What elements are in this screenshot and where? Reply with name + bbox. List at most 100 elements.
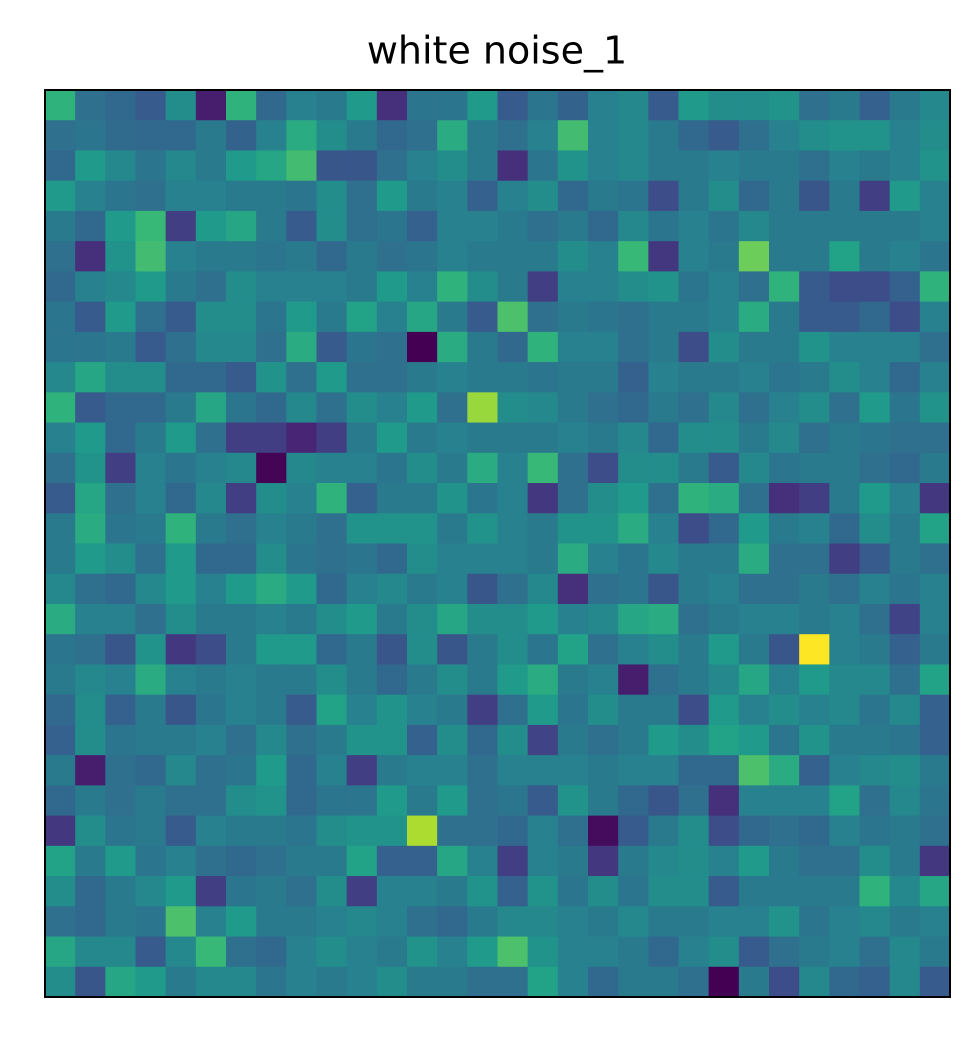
- heatmap-cell: [859, 513, 891, 545]
- heatmap-cell: [467, 150, 499, 182]
- heatmap-cell: [437, 906, 468, 938]
- heatmap-cell: [346, 422, 378, 454]
- heatmap-cell: [708, 634, 740, 666]
- heatmap-cell: [648, 694, 680, 726]
- heatmap-cell: [497, 906, 529, 938]
- heatmap-cell: [738, 724, 770, 756]
- heatmap-cell: [527, 362, 559, 393]
- heatmap-cell: [195, 180, 227, 212]
- heatmap-cell: [45, 513, 76, 545]
- heatmap-cell: [889, 513, 921, 545]
- heatmap-cell: [708, 815, 740, 847]
- heatmap-cell: [105, 664, 137, 696]
- heatmap-cell: [437, 362, 468, 393]
- heatmap-cell: [316, 483, 348, 514]
- heatmap-cell: [346, 362, 378, 393]
- heatmap-cell: [45, 180, 76, 212]
- heatmap-cell: [346, 331, 378, 363]
- heatmap-cell: [769, 543, 800, 575]
- heatmap-cell: [407, 271, 438, 303]
- heatmap-cell: [618, 906, 649, 938]
- heatmap-cell: [799, 392, 830, 424]
- heatmap-cell: [708, 90, 740, 121]
- heatmap-cell: [105, 724, 137, 756]
- heatmap-cell: [467, 392, 499, 424]
- heatmap-cell: [708, 936, 740, 968]
- heatmap-cell: [708, 271, 740, 303]
- heatmap-cell: [226, 301, 257, 333]
- heatmap-cell: [799, 936, 830, 968]
- heatmap-cell: [799, 543, 830, 575]
- heatmap-cell: [256, 513, 287, 545]
- heatmap-cell: [286, 755, 318, 786]
- heatmap-cell: [889, 876, 921, 907]
- heatmap-cell: [889, 150, 921, 182]
- heatmap-cell: [75, 785, 106, 817]
- heatmap-cell: [135, 815, 167, 847]
- heatmap-cell: [105, 785, 137, 817]
- heatmap-cell: [346, 634, 378, 666]
- heatmap-cell: [738, 966, 770, 998]
- heatmap-cell: [105, 966, 137, 998]
- heatmap-cell: [708, 150, 740, 182]
- heatmap-cell: [165, 483, 197, 514]
- heatmap-cell: [75, 150, 106, 182]
- heatmap-cell: [467, 845, 499, 877]
- heatmap-cell: [437, 513, 468, 545]
- heatmap-cell: [376, 573, 408, 605]
- heatmap-cell: [195, 241, 227, 272]
- heatmap-cell: [889, 271, 921, 303]
- heatmap-cell: [678, 301, 710, 333]
- heatmap-cell: [135, 422, 167, 454]
- heatmap-cell: [497, 694, 529, 726]
- heatmap-cell: [678, 90, 710, 121]
- heatmap-cell: [286, 724, 318, 756]
- heatmap-cell: [769, 331, 800, 363]
- heatmap-cell: [527, 301, 559, 333]
- heatmap-cell: [75, 392, 106, 424]
- heatmap-cell: [557, 513, 589, 545]
- heatmap-cell: [588, 90, 619, 121]
- heatmap-cell: [256, 483, 287, 514]
- heatmap-cell: [497, 271, 529, 303]
- heatmap-cell: [226, 936, 257, 968]
- heatmap-cell: [316, 392, 348, 424]
- heatmap-cell: [829, 694, 861, 726]
- heatmap-cell: [889, 634, 921, 666]
- heatmap-cell: [769, 392, 800, 424]
- heatmap-cell: [618, 755, 649, 786]
- heatmap-cell: [75, 694, 106, 726]
- heatmap-cell: [135, 241, 167, 272]
- heatmap-cell: [407, 724, 438, 756]
- heatmap-cell: [799, 966, 830, 998]
- heatmap-cell: [919, 483, 951, 514]
- heatmap-cell: [256, 573, 287, 605]
- heatmap-cell: [256, 150, 287, 182]
- heatmap-cell: [769, 271, 800, 303]
- heatmap-cell: [618, 573, 649, 605]
- heatmap-cell: [919, 724, 951, 756]
- heatmap-cell: [165, 785, 197, 817]
- heatmap-cell: [678, 785, 710, 817]
- heatmap-cell: [708, 876, 740, 907]
- heatmap-cell: [799, 422, 830, 454]
- heatmap-cell: [376, 150, 408, 182]
- heatmap-cell: [708, 483, 740, 514]
- heatmap-cell: [527, 210, 559, 242]
- heatmap-cell: [135, 966, 167, 998]
- heatmap-cell: [316, 422, 348, 454]
- heatmap-cell: [678, 634, 710, 666]
- heatmap-cell: [195, 906, 227, 938]
- heatmap-cell: [467, 966, 499, 998]
- heatmap-cell: [829, 785, 861, 817]
- heatmap-cell: [467, 603, 499, 635]
- heatmap-cell: [527, 513, 559, 545]
- heatmap-cell: [165, 966, 197, 998]
- heatmap-cell: [346, 694, 378, 726]
- heatmap-cell: [316, 876, 348, 907]
- heatmap-cell: [45, 785, 76, 817]
- heatmap-cell: [45, 876, 76, 907]
- heatmap-cell: [376, 724, 408, 756]
- heatmap-cell: [226, 331, 257, 363]
- heatmap-cell: [708, 210, 740, 242]
